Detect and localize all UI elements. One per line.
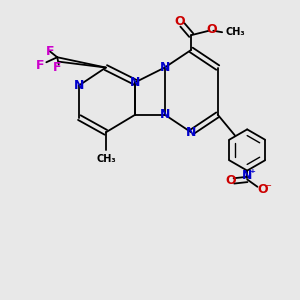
Text: O: O xyxy=(174,15,185,28)
Text: N: N xyxy=(74,79,85,92)
Text: O: O xyxy=(257,183,268,196)
Text: F: F xyxy=(36,59,45,72)
Text: F: F xyxy=(46,45,54,58)
Text: F: F xyxy=(53,61,61,74)
Text: ⁺: ⁺ xyxy=(250,169,255,179)
Text: N: N xyxy=(242,169,252,182)
Text: ⁻: ⁻ xyxy=(266,183,272,193)
Text: O: O xyxy=(225,174,236,188)
Text: N: N xyxy=(160,108,170,121)
Text: N: N xyxy=(130,76,140,89)
Text: CH₃: CH₃ xyxy=(225,27,245,37)
Text: N: N xyxy=(160,61,170,74)
Text: O: O xyxy=(206,23,217,36)
Text: CH₃: CH₃ xyxy=(96,154,116,164)
Text: N: N xyxy=(186,126,196,139)
